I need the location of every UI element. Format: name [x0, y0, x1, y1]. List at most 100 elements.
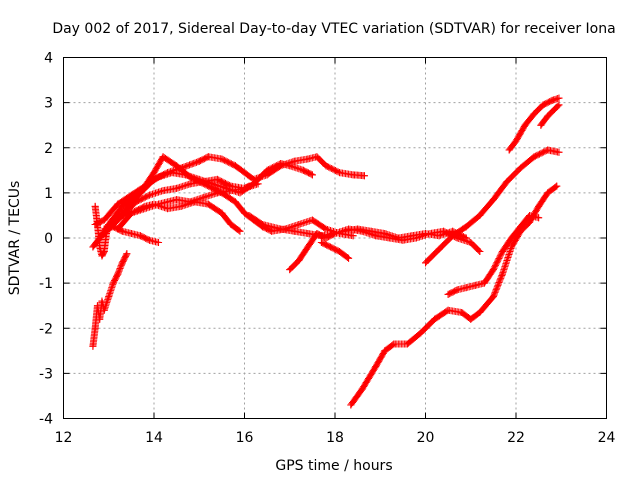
data-point [340, 227, 348, 235]
data-point [476, 308, 484, 316]
data-point [218, 209, 226, 217]
data-point [286, 266, 294, 274]
data-point [512, 137, 520, 145]
data-point [195, 178, 203, 186]
data-point [458, 308, 466, 316]
y-tick-label: -3 [39, 366, 53, 382]
data-point [521, 121, 529, 129]
data-point [530, 110, 538, 118]
y-tick-label: 0 [44, 231, 53, 247]
y-tick-label: 4 [44, 51, 53, 67]
data-point [453, 286, 461, 294]
data-point [505, 146, 513, 154]
data-point [422, 229, 429, 237]
series-track-10 [317, 239, 353, 262]
data-point [462, 223, 470, 231]
x-tick-label: 24 [598, 430, 616, 446]
data-point [109, 223, 117, 231]
data-point [118, 211, 126, 219]
data-point [550, 105, 558, 113]
data-point [435, 245, 443, 253]
x-tick-label: 18 [326, 430, 344, 446]
data-point [381, 347, 389, 355]
y-tick-label: 1 [44, 186, 53, 202]
data-point [277, 160, 285, 168]
data-point [322, 162, 330, 170]
data-point [109, 279, 117, 287]
data-point [141, 205, 149, 213]
data-point [555, 94, 563, 102]
y-axis-label: SDTVAR / TECUs [7, 181, 23, 296]
data-point [489, 196, 497, 204]
data-point [544, 146, 552, 154]
data-point [186, 198, 194, 206]
series-track-9 [286, 225, 470, 274]
y-tick-label: -1 [39, 276, 53, 292]
data-point [322, 225, 330, 233]
x-tick-label: 22 [507, 430, 525, 446]
data-point [480, 279, 488, 287]
data-point [322, 234, 330, 242]
data-point [403, 340, 411, 348]
data-point [555, 148, 563, 156]
data-point [548, 96, 556, 104]
data-point [349, 171, 357, 179]
data-point [150, 169, 158, 177]
data-point [449, 232, 457, 240]
data-point [367, 227, 375, 235]
data-point [123, 250, 131, 258]
data-point [89, 342, 97, 350]
data-point [173, 184, 181, 192]
data-point [476, 211, 484, 219]
series-track-16 [505, 94, 563, 154]
data-point [173, 196, 181, 204]
data-point [345, 254, 353, 262]
data-point [263, 166, 271, 174]
y-tick-label: 2 [44, 141, 53, 157]
data-point [155, 200, 163, 208]
data-point [462, 234, 470, 242]
data-point [317, 239, 325, 247]
data-point [245, 211, 253, 219]
data-point [535, 202, 543, 210]
data-point [476, 248, 484, 256]
data-point [290, 157, 298, 165]
data-point [507, 234, 515, 242]
data-point [100, 216, 108, 224]
x-tick-label: 20 [417, 430, 435, 446]
data-point [313, 229, 321, 237]
data-point [489, 266, 497, 274]
data-point [177, 202, 185, 210]
data-point [105, 293, 113, 301]
data-point [530, 153, 538, 161]
data-point [241, 184, 248, 192]
data-point [213, 175, 221, 183]
data-point [98, 297, 106, 305]
data-point [555, 101, 563, 109]
data-point [259, 220, 267, 228]
data-point [544, 189, 552, 197]
data-point [517, 164, 525, 172]
data-point [290, 227, 298, 235]
data-point [114, 200, 122, 208]
data-point [114, 270, 122, 278]
data-point [349, 232, 357, 240]
series-track-12 [91, 202, 113, 260]
y-tick-label: -4 [39, 412, 53, 428]
plot-frame [63, 57, 607, 419]
data-point [390, 340, 398, 348]
data-point [308, 216, 316, 224]
x-tick-labels: 12 14 16 18 20 22 24 [55, 430, 616, 446]
data-point [195, 157, 203, 165]
data-point [231, 198, 239, 206]
data-point [417, 329, 425, 337]
data-point [173, 162, 181, 170]
data-point [155, 239, 163, 247]
x-tick-label: 16 [236, 430, 254, 446]
data-point [435, 232, 443, 240]
series-track-15 [444, 211, 543, 298]
data-point [360, 172, 368, 180]
data-point [444, 306, 452, 314]
data-point [304, 243, 312, 251]
data-point [308, 171, 316, 179]
